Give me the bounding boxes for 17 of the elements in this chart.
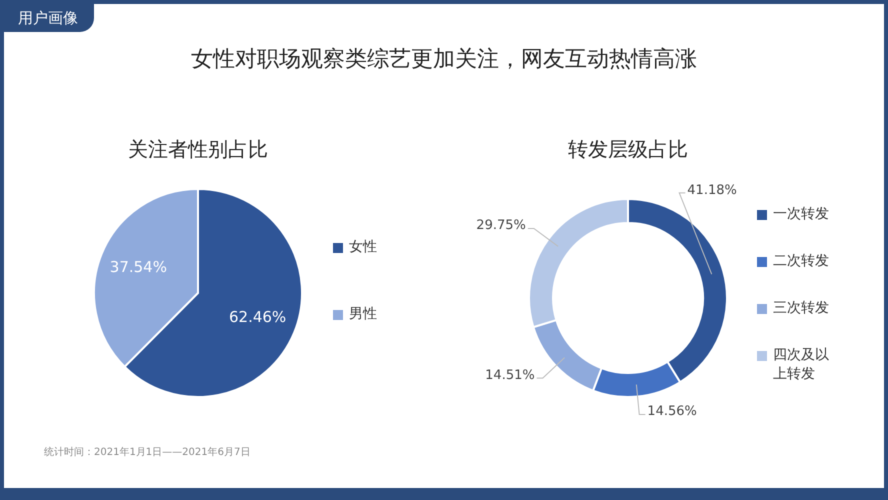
data-label: 29.75% xyxy=(475,218,526,234)
text: 用户画像 xyxy=(4,4,94,32)
chart-title: 关注者性别占比 xyxy=(127,136,269,163)
legend-label: 一次转发 xyxy=(773,205,830,224)
legend-label: 三次转发 xyxy=(773,299,830,318)
data-label: 14.56% xyxy=(647,404,697,420)
legend-label: 四次及以上转发 xyxy=(773,346,830,384)
legend-label: 女性 xyxy=(349,238,378,257)
data-label: 62.46% xyxy=(228,308,288,326)
data-label: 37.54% xyxy=(108,258,168,276)
data-label: 41.18% xyxy=(687,182,737,198)
chart-title: 转发层级占比 xyxy=(567,136,689,163)
legend-label: 男性 xyxy=(349,305,378,324)
text: 女性对职场观察类综艺更加关注，网友互动热情高涨 xyxy=(190,46,698,74)
legend-label: 二次转发 xyxy=(773,252,830,271)
data-label: 14.51% xyxy=(484,368,535,384)
text: 统计时间：2021年1月1日——2021年6月7日 xyxy=(44,446,250,459)
